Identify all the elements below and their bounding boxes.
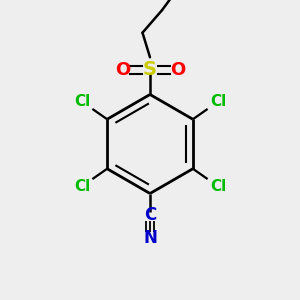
Text: O: O — [170, 61, 185, 79]
Text: S: S — [143, 60, 157, 80]
Text: O: O — [115, 61, 130, 79]
Text: Cl: Cl — [210, 94, 226, 109]
Text: Cl: Cl — [74, 179, 90, 194]
Text: C: C — [144, 206, 156, 224]
Text: Cl: Cl — [74, 94, 90, 109]
Text: N: N — [143, 229, 157, 247]
Text: Cl: Cl — [210, 179, 226, 194]
